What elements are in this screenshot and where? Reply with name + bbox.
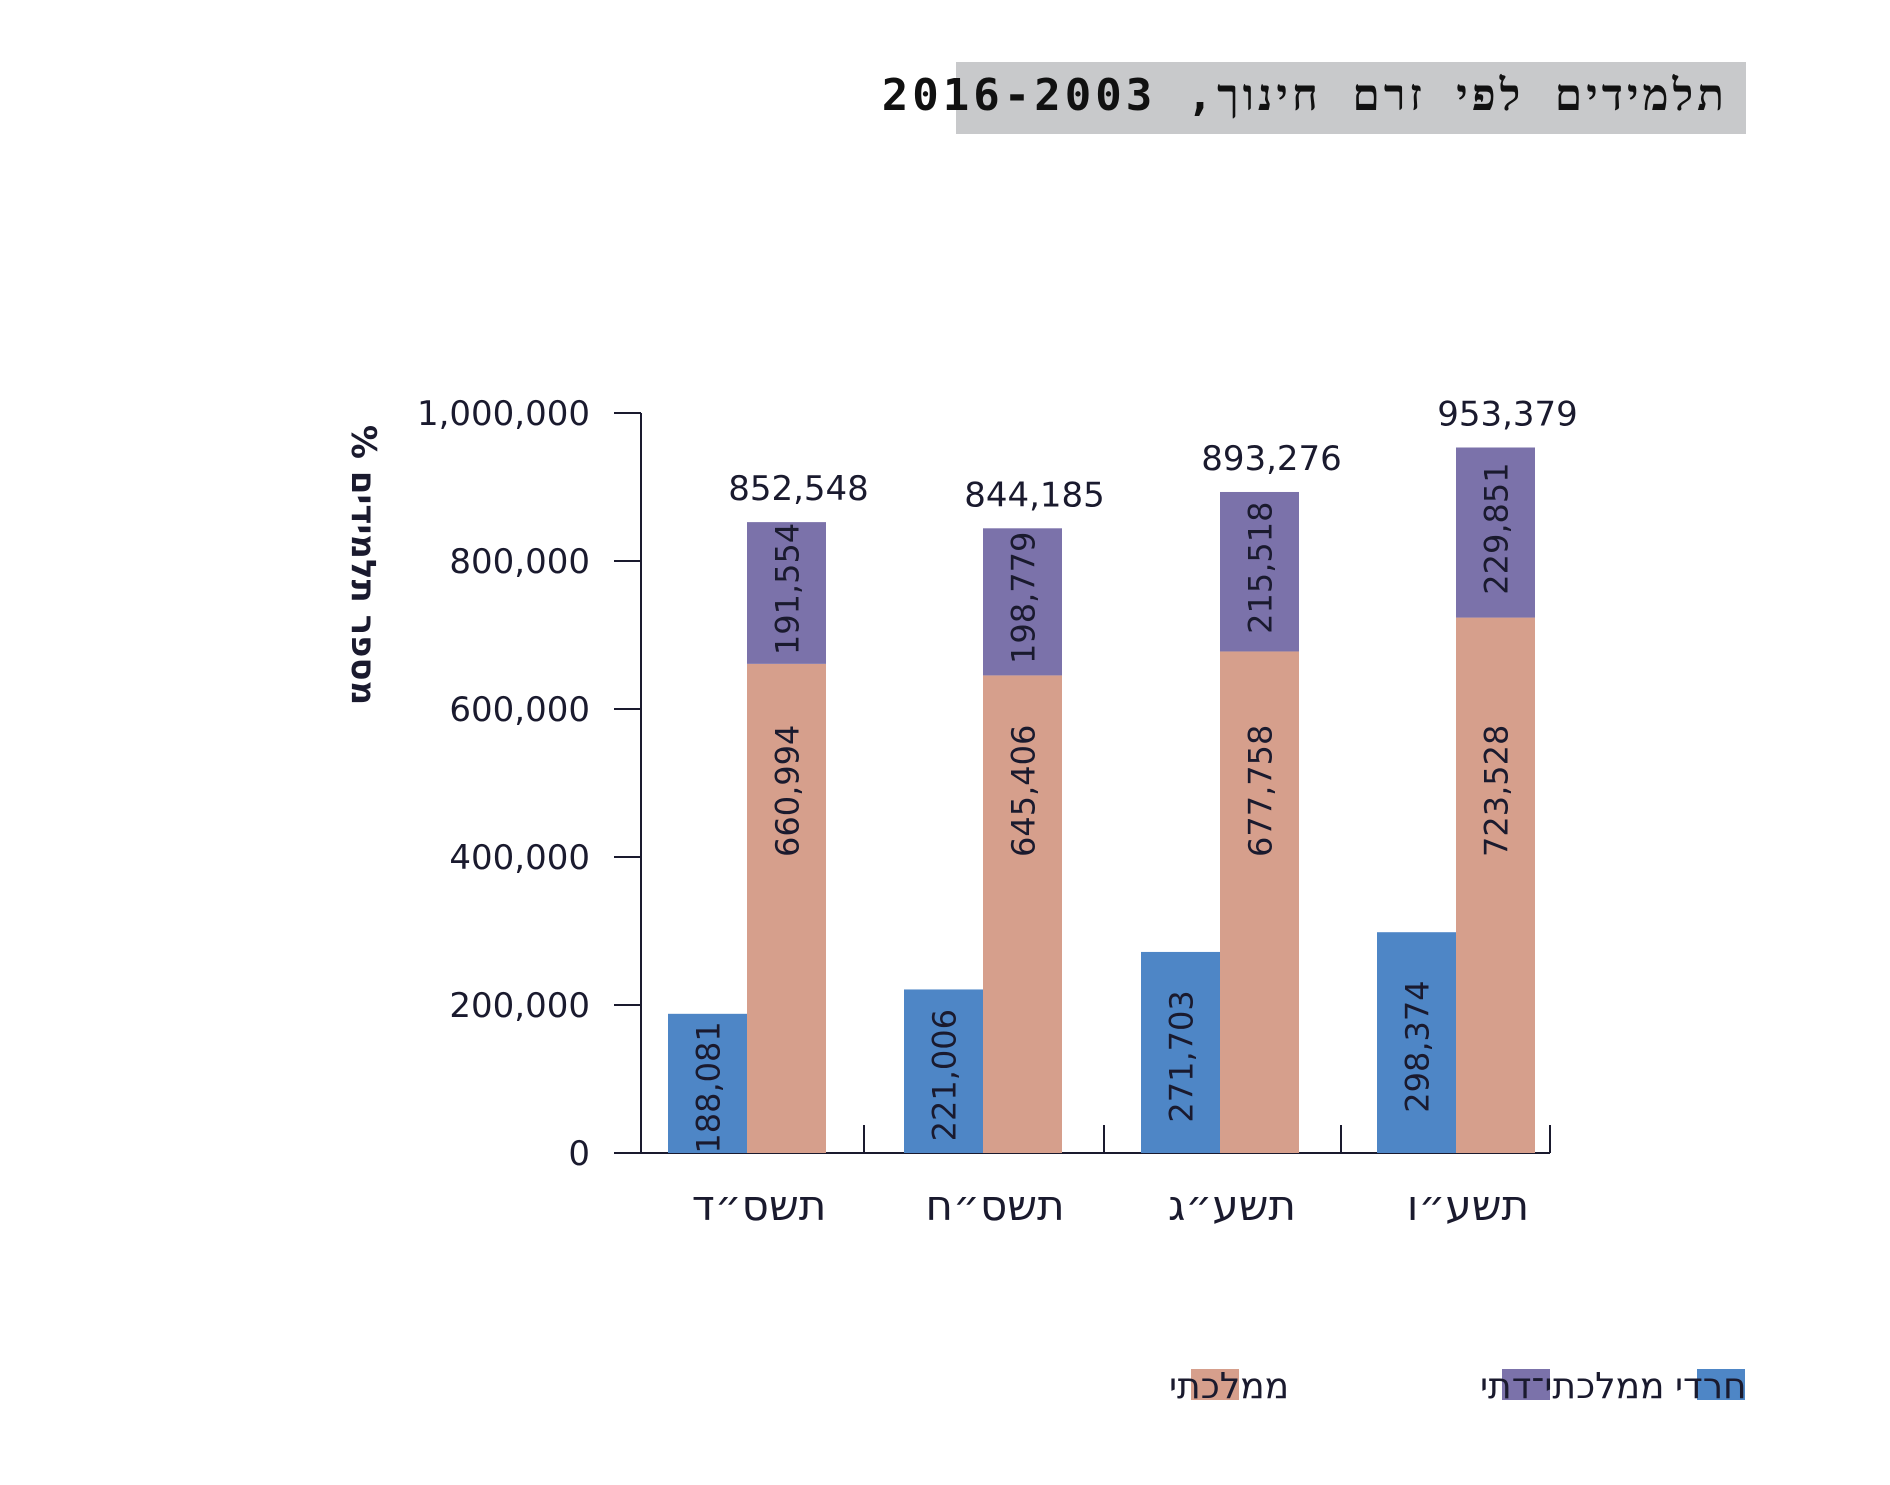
bar-haredi-value-label: 271,703 [1163, 990, 1201, 1122]
bar-haredi [1141, 951, 1220, 1153]
chart-title: תלמידים לפי זרם חינוך, 2016-2003 [881, 70, 1728, 121]
bar-mamlachti-value-label: 660,994 [769, 725, 807, 857]
bar-haredi-value-label: 221,006 [926, 1009, 964, 1141]
legend-swatch [1697, 1369, 1745, 1400]
bar-haredi [668, 1013, 747, 1153]
bar-mamlachti-dati-value-label: 229,851 [1478, 462, 1516, 594]
y-axis-label: % מספר תלמידים [343, 425, 383, 705]
bar-mamlachti-value-label: 723,528 [1478, 725, 1516, 857]
legend-label: ממלכתי [1169, 1366, 1289, 1407]
bar-mamlachti [1220, 651, 1299, 1153]
bar-total-label: 893,276 [1201, 439, 1342, 479]
legend-label: ממלכתי־דתי [1480, 1366, 1664, 1407]
y-tick-label: 600,000 [449, 690, 590, 730]
y-tick-label: 1,000,000 [417, 394, 590, 434]
bar-mamlachti-dati [747, 522, 826, 664]
bar-mamlachti-dati-value-label: 198,779 [1005, 532, 1043, 664]
y-tick-label: 400,000 [449, 838, 590, 878]
legend-swatch [1502, 1369, 1550, 1400]
bar-total-label: 852,548 [728, 469, 869, 509]
bar-haredi [904, 989, 983, 1153]
bar-mamlachti-dati [1456, 447, 1535, 618]
y-tick-label: 800,000 [449, 542, 590, 582]
y-tick-label: 0 [568, 1134, 590, 1174]
x-category-label: תשע״ו [1407, 1181, 1529, 1230]
bar-haredi [1377, 932, 1456, 1153]
x-category-label: תשס״ד [692, 1181, 827, 1230]
bar-mamlachti-dati-value-label: 215,518 [1242, 502, 1280, 634]
bar-haredi-value-label: 188,081 [690, 1021, 728, 1153]
bar-haredi-value-label: 298,374 [1399, 980, 1437, 1112]
y-tick-label: 200,000 [449, 986, 590, 1026]
bar-mamlachti-dati [1220, 491, 1299, 652]
bar-mamlachti-value-label: 677,758 [1242, 725, 1280, 857]
bar-total-label: 844,185 [964, 475, 1105, 515]
bar-mamlachti-dati-value-label: 191,554 [769, 523, 807, 655]
bar-mamlachti [983, 675, 1062, 1153]
bar-mamlachti-value-label: 645,406 [1005, 725, 1043, 857]
legend-label: חרדי [1675, 1366, 1747, 1407]
legend-swatch [1191, 1369, 1239, 1400]
bar-mamlachti-dati [983, 528, 1062, 676]
x-category-label: תשע״ג [1168, 1181, 1296, 1230]
bar-mamlachti [1456, 617, 1535, 1153]
bar-total-label: 953,379 [1437, 394, 1578, 434]
bar-mamlachti [747, 663, 826, 1153]
x-category-label: תשס״ח [925, 1181, 1064, 1230]
chart-title-box: תלמידים לפי זרם חינוך, 2016-2003 [882, 62, 1746, 134]
